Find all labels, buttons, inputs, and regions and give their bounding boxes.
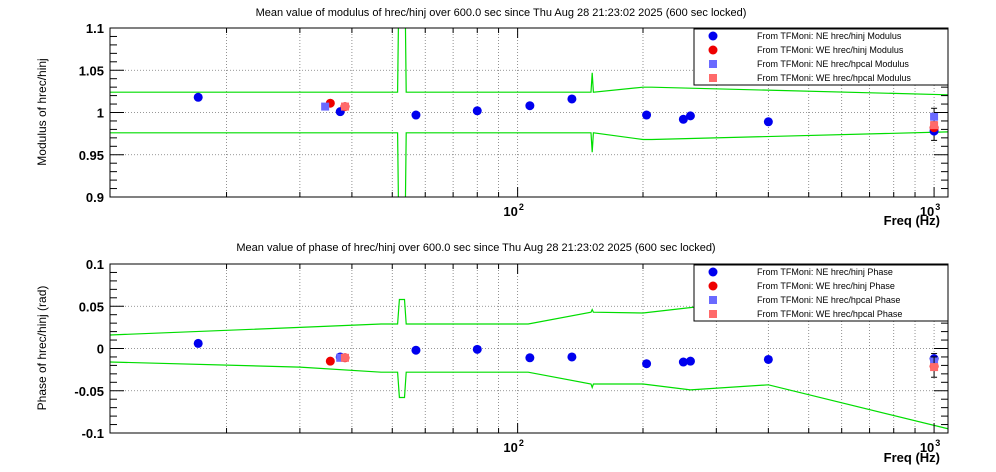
legend-marker: [709, 60, 717, 68]
modulus-points: [193, 92, 939, 141]
legend-marker: [708, 281, 718, 291]
x-tick-exponent: 3: [935, 202, 940, 212]
y-tick-label: 0.95: [79, 148, 104, 163]
modulus-y-axis-label: Modulus of hrec/hinj: [35, 58, 49, 165]
legend-entry-label: From TFMoni: NE hrec/hinj Modulus: [757, 31, 902, 41]
data-point-series-0: [642, 359, 652, 369]
modulus-panel: Mean value of modulus of hrec/hinj over …: [35, 7, 949, 228]
y-tick-label: 0: [97, 342, 104, 357]
modulus-legend: From TFMoni: NE hrec/hinj Modulus From TF…: [693, 28, 949, 86]
x-tick-exponent: 2: [519, 202, 524, 212]
data-point-series-3: [340, 353, 349, 362]
modulus-x-axis-label: Freq (Hz): [884, 213, 940, 228]
legend-marker: [709, 310, 717, 318]
modulus-ticks: [110, 27, 948, 198]
envelope-lower-line: [110, 131, 948, 197]
data-point-series-0: [685, 356, 695, 366]
phase-panel: Mean value of phase of hrec/hinj over 60…: [35, 242, 949, 465]
legend-box: [693, 28, 949, 86]
legend-entry-label: From TFMoni: WE hrec/hpcal Phase: [757, 309, 902, 319]
data-point-series-3: [930, 363, 939, 372]
y-tick-label: -0.1: [82, 426, 104, 441]
data-point-series-2: [930, 112, 939, 121]
data-point-series-3: [340, 102, 349, 111]
phase-envelope: [110, 298, 948, 430]
envelope-upper-line: [110, 298, 948, 336]
data-point-series-0: [763, 354, 773, 364]
phase-x-axis-label: Freq (Hz): [884, 450, 940, 465]
phase-points: [193, 338, 939, 378]
legend-box: [693, 264, 949, 322]
data-point-series-0: [678, 114, 688, 124]
modulus-x-tick-labels: 102 103: [503, 202, 940, 219]
data-point-series-0: [193, 92, 203, 102]
legend-entry-label: From TFMoni: NE hrec/hpcal Modulus: [757, 59, 909, 69]
modulus-title: Mean value of modulus of hrec/hinj over …: [256, 7, 747, 19]
y-tick-label: -0.05: [74, 384, 104, 399]
y-tick-label: 0.1: [86, 257, 104, 272]
x-tick-label: 102: [503, 438, 523, 455]
data-point-series-2: [336, 353, 345, 362]
data-point-series-0: [567, 94, 577, 104]
data-point-series-0: [472, 344, 482, 354]
data-point-series-0: [525, 353, 535, 363]
legend-marker: [709, 296, 717, 304]
phase-y-axis-label: Phase of hrec/hinj (rad): [35, 286, 49, 411]
legend-marker: [709, 74, 717, 82]
legend-entry-label: From TFMoni: WE hrec/hpcal Modulus: [757, 73, 911, 83]
data-point-series-0: [642, 110, 652, 120]
data-point-series-0: [678, 357, 688, 367]
data-point-series-0: [472, 106, 482, 116]
y-tick-label: 1.05: [79, 63, 104, 78]
phase-title: Mean value of phase of hrec/hinj over 60…: [236, 242, 715, 254]
data-point-series-0: [525, 101, 535, 111]
data-point-series-0: [411, 345, 421, 355]
data-point-series-3: [930, 121, 939, 130]
phase-legend: From TFMoni: NE hrec/hinj Phase From TFMo…: [693, 264, 949, 322]
legend-marker: [708, 31, 718, 41]
data-point-series-1: [325, 356, 335, 366]
x-tick-exponent: 3: [935, 438, 940, 448]
data-point-series-0: [411, 110, 421, 120]
legend-entry-label: From TFMoni: NE hrec/hinj Phase: [757, 267, 893, 277]
envelope-upper-line: [110, 28, 948, 96]
modulus-envelope: [110, 28, 948, 197]
data-point-series-2: [321, 102, 330, 111]
modulus-y-tick-labels: 0.9 0.95 1 1.05 1.1: [79, 21, 104, 205]
y-tick-label: 0.9: [86, 190, 104, 205]
data-point-series-0: [763, 117, 773, 127]
legend-entry-label: From TFMoni: WE hrec/hinj Phase: [757, 281, 895, 291]
legend-entry-label: From TFMoni: WE hrec/hinj Modulus: [757, 45, 904, 55]
data-point-series-0: [567, 352, 577, 362]
envelope-lower-line: [110, 361, 948, 430]
phase-x-tick-labels: 102 103: [503, 438, 940, 455]
data-point-series-0: [193, 338, 203, 348]
legend-entry-label: From TFMoni: NE hrec/hpcal Phase: [757, 295, 900, 305]
legend-marker: [708, 267, 718, 277]
phase-y-tick-labels: -0.1 -0.05 0 0.05 0.1: [74, 257, 104, 441]
y-tick-label: 1: [97, 106, 104, 121]
y-tick-label: 0.05: [79, 299, 104, 314]
x-tick-exponent: 2: [519, 438, 524, 448]
y-tick-label: 1.1: [86, 21, 104, 36]
x-tick-label: 102: [503, 202, 523, 219]
data-point-series-0: [685, 111, 695, 121]
legend-marker: [708, 45, 718, 55]
